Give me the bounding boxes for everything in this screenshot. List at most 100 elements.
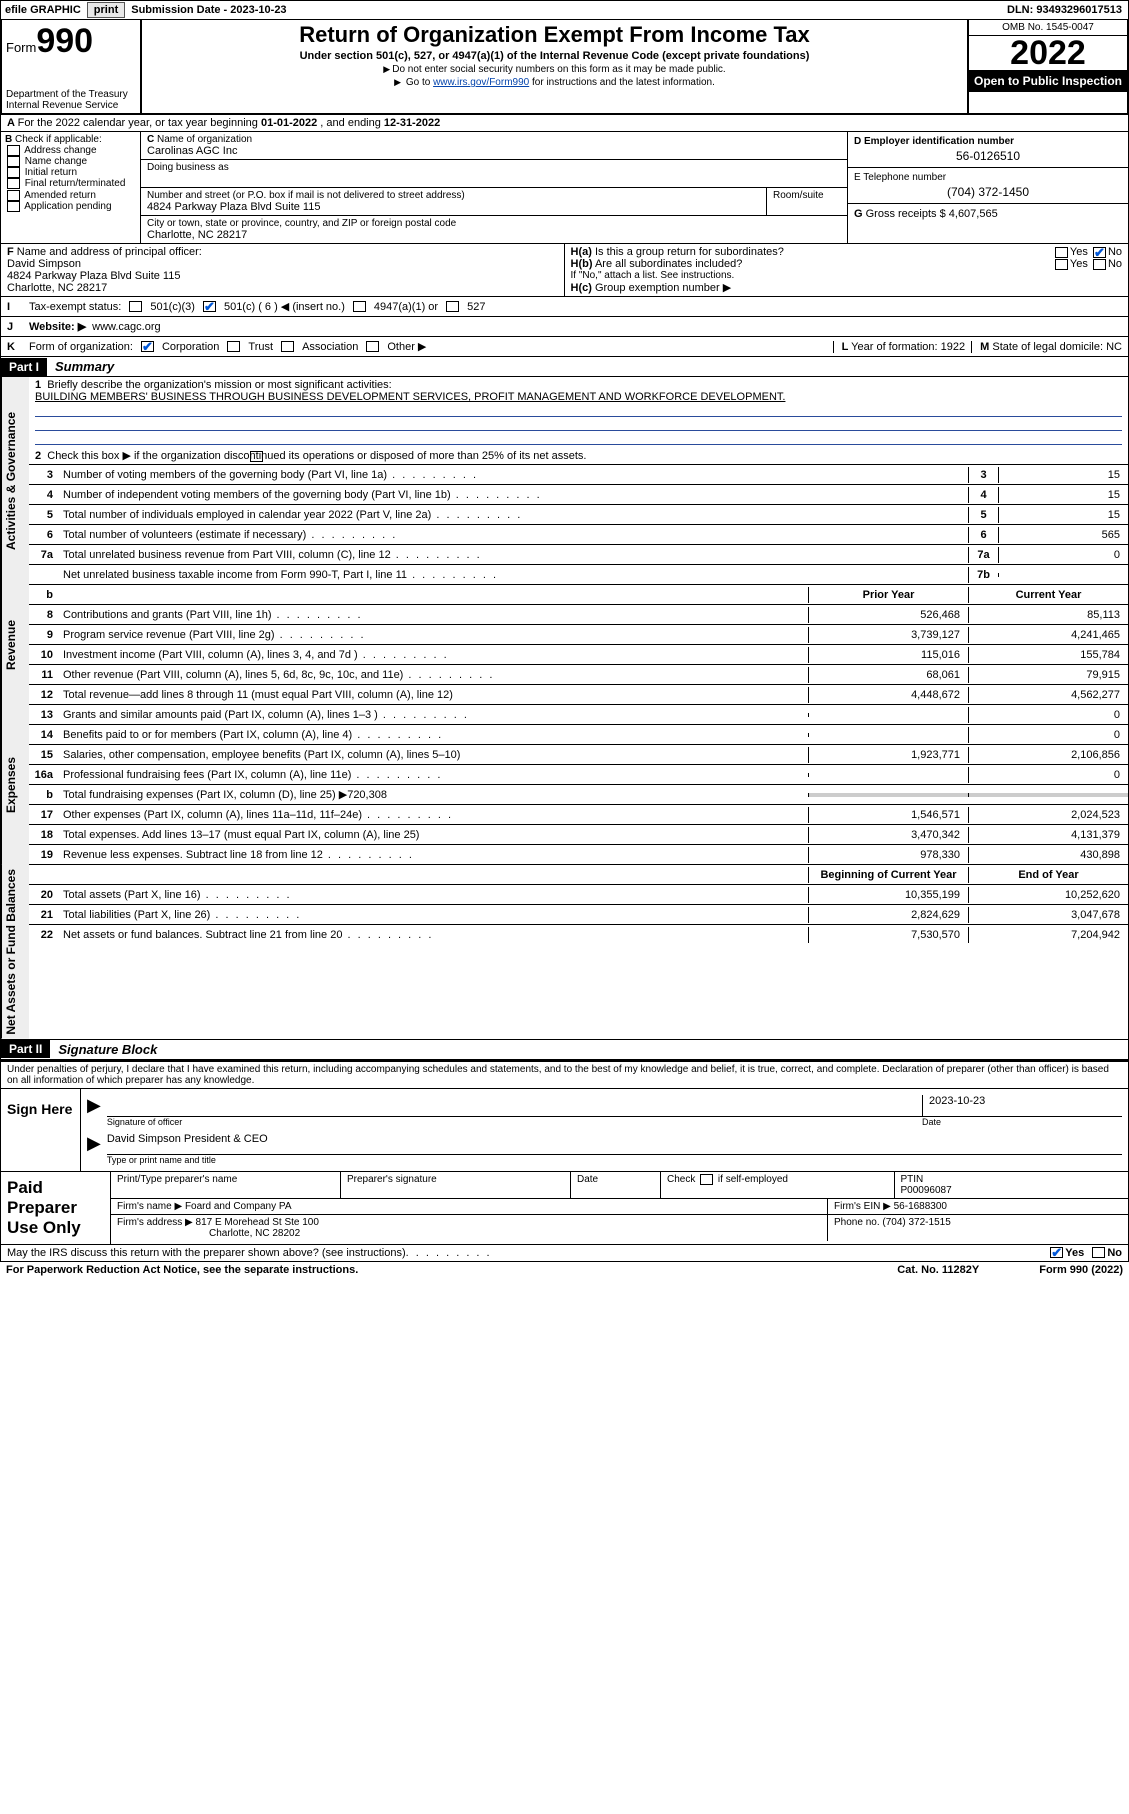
hb-row: H(b) Are all subordinates included? Yes … (571, 258, 1123, 270)
chk-amended-return[interactable]: Amended return (5, 190, 136, 201)
volunteers: 565 (998, 527, 1128, 543)
form-title: Return of Organization Exempt From Incom… (150, 22, 959, 48)
row-a-tax-year: A For the 2022 calendar year, or tax yea… (0, 115, 1129, 132)
ubi-revenue: 0 (998, 547, 1128, 563)
part2-header: Part II Signature Block (0, 1040, 1129, 1060)
form-number: Form990 (6, 22, 136, 61)
perjury-declaration: Under penalties of perjury, I declare th… (1, 1062, 1128, 1089)
phone: (704) 372-1450 (854, 185, 1122, 199)
row-klm: K Form of organization: Corporation Trus… (0, 337, 1129, 357)
ha-row: H(a) Is this a group return for subordin… (571, 246, 1123, 258)
mission-text: BUILDING MEMBERS' BUSINESS THROUGH BUSIN… (35, 391, 785, 403)
l13-current: 0 (968, 707, 1128, 723)
block-fh: F Name and address of principal officer:… (0, 244, 1129, 297)
ha-no[interactable] (1093, 247, 1106, 258)
l12-current: 4,562,277 (968, 687, 1128, 703)
print-button[interactable]: print (87, 2, 125, 18)
l9-current: 4,241,465 (968, 627, 1128, 643)
gross-receipts: 4,607,565 (949, 208, 998, 220)
part1-header: Part I Summary (0, 357, 1129, 377)
l20-boy: 10,355,199 (808, 887, 968, 903)
l21-eoy: 3,047,678 (968, 907, 1128, 923)
chk-address-change[interactable]: Address change (5, 145, 136, 156)
l11-current: 79,915 (968, 667, 1128, 683)
l10-current: 155,784 (968, 647, 1128, 663)
firm-ein: 56-1688300 (894, 1201, 947, 1212)
irs-label: Internal Revenue Service (6, 100, 136, 111)
l18-current: 4,131,379 (968, 827, 1128, 843)
ein: 56-0126510 (854, 149, 1122, 163)
sig-date: 2023-10-23 (922, 1095, 1122, 1116)
paperwork-notice: For Paperwork Reduction Act Notice, see … (0, 1262, 1129, 1278)
l17-current: 2,024,523 (968, 807, 1128, 823)
firm-name: Foard and Company PA (185, 1201, 292, 1212)
indep-members: 15 (998, 487, 1128, 503)
l17-prior: 1,546,571 (808, 807, 968, 823)
voting-members: 15 (998, 467, 1128, 483)
section-revenue: Revenue bPrior YearCurrent Year 8Contrib… (0, 585, 1129, 705)
tax-year: 2022 (969, 36, 1127, 70)
chk-application-pending[interactable]: Application pending (5, 201, 136, 212)
l9-prior: 3,739,127 (808, 627, 968, 643)
open-to-public: Open to Public Inspection (969, 70, 1127, 92)
chk-association[interactable] (281, 341, 294, 352)
dln: DLN: 93493296017513 (1007, 4, 1128, 16)
paid-preparer-block: Paid Preparer Use Only Print/Type prepar… (1, 1171, 1128, 1244)
org-address: 4824 Parkway Plaza Blvd Suite 115 (147, 201, 760, 213)
sig-arrow-icon-2: ▶ (87, 1133, 107, 1165)
l14-current: 0 (968, 727, 1128, 743)
hb-no[interactable] (1093, 259, 1106, 270)
instructions-link-line: Go to www.irs.gov/Form990 for instructio… (150, 77, 959, 88)
chk-final-return[interactable]: Final return/terminated (5, 178, 136, 189)
l22-boy: 7,530,570 (808, 927, 968, 943)
chk-initial-return[interactable]: Initial return (5, 167, 136, 178)
l16a-current: 0 (968, 767, 1128, 783)
chk-501c[interactable] (203, 301, 216, 312)
addr-label: Number and street (or P.O. box if mail i… (147, 190, 760, 201)
l18-prior: 3,470,342 (808, 827, 968, 843)
employees: 15 (998, 507, 1128, 523)
org-city: Charlotte, NC 28217 (147, 229, 841, 241)
phone-label: E Telephone number (854, 172, 1122, 183)
form-subtitle: Under section 501(c), 527, or 4947(a)(1)… (150, 50, 959, 62)
l20-eoy: 10,252,620 (968, 887, 1128, 903)
l19-prior: 978,330 (808, 847, 968, 863)
dba-label: Doing business as (147, 162, 841, 173)
dept-treasury: Department of the Treasury (6, 89, 136, 100)
l22-eoy: 7,204,942 (968, 927, 1128, 943)
l21-boy: 2,824,629 (808, 907, 968, 923)
chk-527[interactable] (446, 301, 459, 312)
officer-addr1: 4824 Parkway Plaza Blvd Suite 115 (7, 270, 558, 282)
discuss-yes[interactable] (1050, 1247, 1063, 1258)
chk-corporation[interactable] (141, 341, 154, 352)
firm-addr2: Charlotte, NC 28202 (209, 1228, 300, 1239)
hb-yes[interactable] (1055, 259, 1068, 270)
ubi-taxable (998, 573, 1128, 577)
chk-501c3[interactable] (129, 301, 142, 312)
firm-phone: (704) 372-1515 (882, 1217, 950, 1228)
efile-label: efile GRAPHIC (1, 4, 85, 16)
l16a-prior (808, 773, 968, 777)
h-note: If "No," attach a list. See instructions… (571, 270, 1123, 281)
block-bcdeg: B Check if applicable: Address change Na… (0, 132, 1129, 244)
website: www.cagc.org (92, 321, 160, 333)
form-footer: Form 990 (2022) (1039, 1264, 1123, 1276)
chk-self-employed[interactable] (700, 1174, 713, 1185)
year-formation: 1922 (941, 341, 965, 353)
ha-yes[interactable] (1055, 247, 1068, 258)
ptin: P00096087 (901, 1185, 952, 1196)
cat-no: Cat. No. 11282Y (897, 1264, 979, 1276)
room-suite-label: Room/suite (767, 188, 847, 216)
l8-current: 85,113 (968, 607, 1128, 623)
org-name: Carolinas AGC Inc (147, 145, 841, 157)
chk-4947[interactable] (353, 301, 366, 312)
l14-prior (808, 733, 968, 737)
chk-trust[interactable] (227, 341, 240, 352)
chk-name-change[interactable]: Name change (5, 156, 136, 167)
officer-name: David Simpson (7, 258, 558, 270)
chk-other[interactable] (366, 341, 379, 352)
discuss-no[interactable] (1092, 1247, 1105, 1258)
chk-discontinued[interactable] (250, 451, 263, 462)
irs-link[interactable]: www.irs.gov/Form990 (433, 77, 529, 88)
l15-current: 2,106,856 (968, 747, 1128, 763)
